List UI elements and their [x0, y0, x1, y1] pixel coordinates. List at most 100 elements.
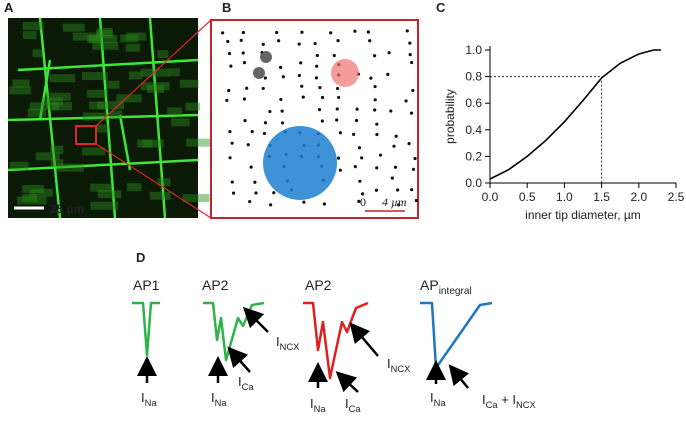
channel-dot: [231, 191, 236, 195]
channel-dot: [360, 156, 364, 160]
arrow: [335, 371, 359, 393]
zoom-line: [95, 143, 212, 219]
trace-label: AP2: [305, 277, 332, 293]
subscript: Ca: [349, 404, 362, 414]
x-tick-label: 1.0: [556, 190, 573, 204]
channel-dot: [318, 86, 322, 90]
channel-dot: [228, 130, 232, 134]
label-main: I: [238, 374, 242, 389]
channel-dot: [335, 118, 339, 122]
subscript: Na: [314, 404, 327, 414]
cell-border: [148, 17, 167, 219]
channel-dot: [407, 141, 411, 146]
striation: [56, 163, 84, 172]
channel-dot: [275, 30, 279, 35]
striation: [22, 184, 44, 193]
channel-dot: [408, 53, 412, 57]
channel-dot: [358, 179, 362, 183]
channel-dot: [226, 39, 230, 44]
trace: [303, 301, 369, 380]
channel-dot: [225, 98, 229, 102]
channel-dot: [261, 42, 265, 46]
channel-dot: [297, 42, 301, 46]
channel-dot: [396, 188, 400, 192]
channel-dot: [279, 97, 283, 102]
striation: [149, 191, 171, 200]
panel-label: D: [136, 250, 145, 265]
channel-dot: [413, 156, 417, 161]
channel-dot: [375, 132, 379, 137]
channel-dot: [301, 95, 305, 99]
panel-label: A: [4, 0, 14, 15]
striation: [128, 71, 143, 80]
striation: [96, 124, 109, 133]
channel-dot: [390, 176, 394, 180]
striation: [186, 138, 213, 147]
channel-dot: [410, 60, 414, 65]
channel-dot: [320, 95, 325, 100]
striation: [108, 110, 123, 119]
striation: [89, 101, 105, 110]
channel-dot: [332, 53, 336, 58]
trace-label: ICa: [345, 396, 361, 414]
x-tick-label: 2.0: [630, 190, 647, 204]
striation: [125, 43, 140, 52]
cell-border: [118, 114, 132, 171]
y-tick-label: 1.0: [465, 43, 482, 57]
micrograph: 25 µm: [7, 17, 213, 219]
striation: [140, 68, 170, 77]
channel-dot: [261, 86, 265, 91]
trace-label: AP1: [133, 277, 160, 293]
channel-dot: [228, 156, 232, 160]
y-tick-label: 0.2: [465, 149, 482, 163]
channel-dot: [360, 192, 365, 196]
channel-dot: [405, 29, 409, 33]
channel-dot: [337, 95, 341, 100]
channel-dot: [250, 130, 254, 134]
subscript: Na: [215, 398, 228, 408]
striation: [29, 102, 59, 111]
label-main: I: [430, 390, 434, 405]
striation: [140, 82, 170, 91]
channel-dot: [315, 64, 319, 68]
channel-dot: [245, 86, 249, 90]
channel-dot: [394, 134, 398, 138]
striation: [90, 183, 112, 192]
striation: [82, 112, 107, 121]
channel-dot: [241, 51, 245, 55]
arrow: [349, 322, 379, 357]
channel-dot: [389, 109, 393, 113]
channel-dot: [353, 29, 357, 33]
channel-dot: [262, 131, 266, 136]
striation: [9, 161, 29, 170]
striation: [17, 196, 47, 205]
channel-dot: [368, 39, 372, 43]
striation: [42, 97, 64, 106]
striation: [171, 118, 190, 127]
striation: [157, 50, 169, 59]
channel-dot: [322, 202, 327, 206]
cell-border: [38, 59, 52, 121]
striation: [92, 41, 119, 50]
channel-dot: [276, 39, 281, 43]
striation: [137, 139, 153, 148]
channel-dot: [373, 84, 377, 89]
label-main: I: [482, 392, 486, 407]
subscript: NCX: [516, 400, 536, 410]
label-main: AP2: [202, 277, 229, 293]
channel-dot: [230, 141, 234, 145]
striation: [126, 32, 147, 41]
channel-dot: [357, 146, 362, 150]
x-tick-label: 1.5: [593, 190, 610, 204]
channel-dot: [249, 165, 253, 169]
cluster: [331, 59, 359, 87]
channel-dot: [248, 199, 252, 204]
panel-label: B: [222, 0, 231, 15]
channel-dot: [317, 108, 322, 112]
trace-label: INa: [141, 390, 157, 408]
striation: [35, 152, 60, 161]
striation: [157, 178, 171, 187]
striation: [22, 21, 44, 30]
channel-dot: [229, 64, 233, 68]
label-main: I: [387, 356, 391, 371]
